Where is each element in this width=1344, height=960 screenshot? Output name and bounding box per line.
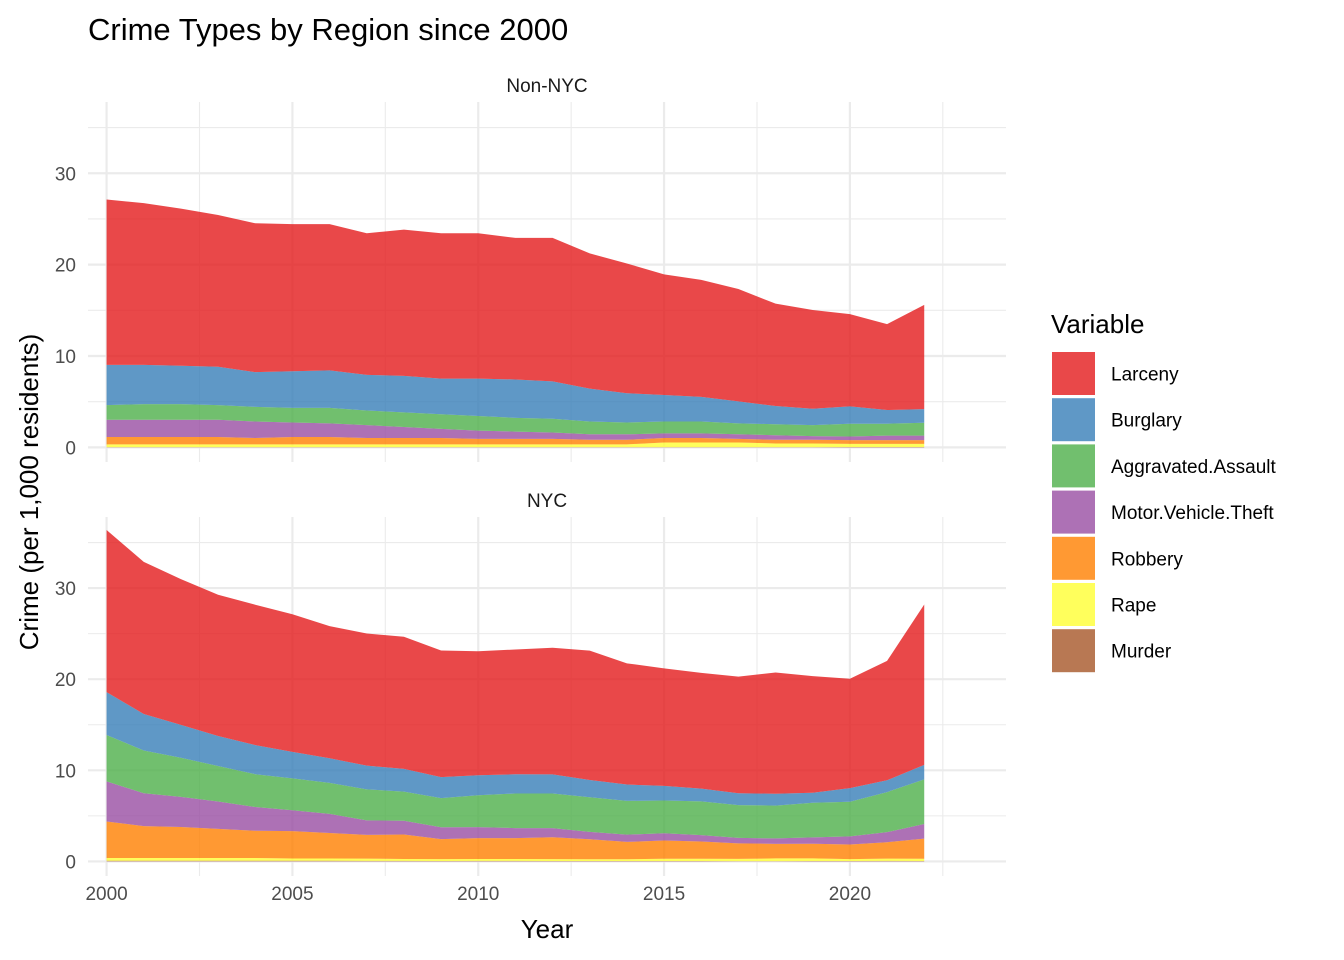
legend-swatch-burglary <box>1052 398 1095 442</box>
legend-label-robbery: Robbery <box>1111 549 1183 570</box>
area-rape <box>106 857 925 862</box>
area-larceny <box>106 529 925 794</box>
y-tick-label: 0 <box>65 438 76 459</box>
legend-swatch-murder <box>1052 629 1095 673</box>
legend-swatch-robbery <box>1052 536 1095 580</box>
legend-label-burglary: Burglary <box>1111 411 1182 432</box>
panel-areas <box>106 529 925 862</box>
panel-nyc: NYC 0 10 20 30 <box>55 491 1006 876</box>
panel-strip-label-nyc: NYC <box>527 491 567 512</box>
area-motor-vehicle-theft <box>106 419 925 441</box>
panel-areas <box>106 199 925 448</box>
panel-y-ticks: 0 10 20 30 <box>55 579 76 873</box>
y-tick-label: 30 <box>55 164 76 185</box>
y-tick-label: 30 <box>55 579 76 600</box>
x-tick-label: 2000 <box>85 884 127 905</box>
area-murder <box>106 860 925 862</box>
area-larceny <box>106 199 925 411</box>
y-axis-title: Crime (per 1,000 residents) <box>14 334 44 650</box>
legend-label-aggravated-assault: Aggravated.Assault <box>1111 457 1276 478</box>
y-tick-label: 20 <box>55 256 76 277</box>
x-tick-label: 2020 <box>829 884 871 905</box>
area-burglary <box>106 364 925 426</box>
legend-label-larceny: Larceny <box>1111 365 1179 386</box>
y-tick-label: 20 <box>55 670 76 691</box>
legend-label-rape: Rape <box>1111 596 1156 617</box>
panel-non-nyc: Non-NYC 0 10 20 30 <box>55 76 1006 462</box>
y-tick-label: 0 <box>65 852 76 873</box>
panel-strip-label-non-nyc: Non-NYC <box>506 76 587 97</box>
area-aggravated-assault <box>106 404 925 437</box>
legend-label-murder: Murder <box>1111 642 1172 663</box>
x-axis-title: Year <box>521 914 574 944</box>
legend-swatch-larceny <box>1052 352 1095 395</box>
chart-title: Crime Types by Region since 2000 <box>88 12 568 47</box>
area-burglary <box>106 692 925 806</box>
area-rape <box>106 442 925 448</box>
area-motor-vehicle-theft <box>106 781 925 845</box>
legend-swatch-motor-vehicle-theft <box>1052 490 1095 534</box>
legend-label-motor-vehicle-theft: Motor.Vehicle.Theft <box>1111 503 1274 524</box>
x-axis-ticks: 2000 2005 2010 2015 2020 <box>85 884 871 905</box>
legend: Variable Larceny Burglary Aggravated.Assau… <box>1051 309 1276 673</box>
area-aggravated-assault <box>106 734 925 839</box>
x-tick-label: 2015 <box>643 884 685 905</box>
y-tick-label: 10 <box>55 761 76 782</box>
x-tick-label: 2010 <box>457 884 499 905</box>
legend-swatch-aggravated-assault <box>1052 444 1095 488</box>
area-robbery <box>106 437 925 445</box>
legend-swatch-rape <box>1052 583 1095 626</box>
x-tick-label: 2005 <box>271 884 313 905</box>
legend-title: Variable <box>1051 309 1144 339</box>
y-tick-label: 10 <box>55 347 76 368</box>
area-robbery <box>106 821 925 860</box>
panel-y-ticks: 0 10 20 30 <box>55 164 76 459</box>
